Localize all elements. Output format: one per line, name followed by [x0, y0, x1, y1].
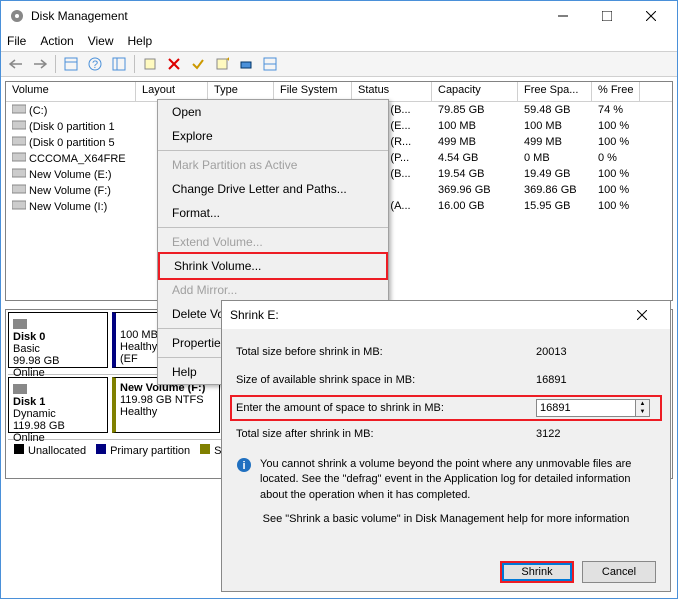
- delete-button[interactable]: [163, 53, 185, 75]
- legend-primary-swatch: [96, 444, 106, 454]
- help-icon[interactable]: ?: [84, 53, 106, 75]
- minimize-button[interactable]: [541, 2, 585, 30]
- titlebar: Disk Management: [1, 1, 677, 31]
- disk-button[interactable]: [235, 53, 257, 75]
- dialog-close-button[interactable]: [622, 310, 662, 320]
- row-amount: Enter the amount of space to shrink in M…: [230, 395, 662, 421]
- check-button[interactable]: [187, 53, 209, 75]
- col-capacity[interactable]: Capacity: [432, 82, 518, 101]
- menu-action[interactable]: Action: [40, 34, 73, 48]
- row-avail: Size of available shrink space in MB: 16…: [236, 367, 656, 393]
- legend-unalloc-swatch: [14, 444, 24, 454]
- new-button[interactable]: ✦: [211, 53, 233, 75]
- spinner[interactable]: ▲▼: [636, 399, 650, 417]
- svg-text:?: ?: [92, 59, 98, 71]
- ctx-extend: Extend Volume...: [158, 230, 388, 254]
- disk1-label[interactable]: Disk 1 Dynamic 119.98 GB Online: [8, 377, 108, 433]
- forward-button[interactable]: [29, 53, 51, 75]
- svg-text:i: i: [242, 460, 245, 472]
- dialog-title: Shrink E:: [230, 308, 622, 322]
- ctx-change[interactable]: Change Drive Letter and Paths...: [158, 177, 388, 201]
- legend-simple-swatch: [200, 444, 210, 454]
- ctx-open[interactable]: Open: [158, 100, 388, 124]
- row-total: Total size before shrink in MB: 20013: [236, 339, 656, 365]
- info-row: i You cannot shrink a volume beyond the …: [236, 457, 656, 503]
- shrink-button-highlight: Shrink: [500, 561, 574, 583]
- view1-button[interactable]: [60, 53, 82, 75]
- disk0-label[interactable]: Disk 0 Basic 99.98 GB Online: [8, 312, 108, 368]
- row-after: Total size after shrink in MB: 3122: [236, 421, 656, 447]
- refresh-button[interactable]: [259, 53, 281, 75]
- col-volume[interactable]: Volume: [6, 82, 136, 101]
- disk1-part1[interactable]: New Volume (F:) 119.98 GB NTFS Healthy: [112, 377, 220, 433]
- info2: See "Shrink a basic volume" in Disk Mana…: [236, 513, 656, 525]
- col-free[interactable]: Free Spa...: [518, 82, 592, 101]
- ctx-shrink[interactable]: Shrink Volume...: [158, 252, 388, 280]
- dialog-titlebar: Shrink E:: [222, 301, 670, 329]
- toolbar: ? ✦: [1, 51, 677, 77]
- close-button[interactable]: [629, 2, 673, 30]
- svg-text:✦: ✦: [225, 57, 229, 66]
- window-title: Disk Management: [31, 9, 541, 23]
- maximize-button[interactable]: [585, 2, 629, 30]
- disk-icon: [13, 384, 27, 394]
- cancel-button[interactable]: Cancel: [582, 561, 656, 583]
- ctx-explore[interactable]: Explore: [158, 124, 388, 148]
- menu-view[interactable]: View: [88, 34, 114, 48]
- ctx-mirror: Add Mirror...: [158, 278, 388, 302]
- menu-file[interactable]: File: [7, 34, 26, 48]
- shrink-button[interactable]: Shrink: [502, 563, 572, 581]
- menu-help[interactable]: Help: [128, 34, 153, 48]
- shrink-dialog: Shrink E: Total size before shrink in MB…: [221, 300, 671, 592]
- menubar: File Action View Help: [1, 31, 677, 51]
- app-icon: [9, 8, 25, 24]
- view2-button[interactable]: [108, 53, 130, 75]
- props-button[interactable]: [139, 53, 161, 75]
- ctx-mark: Mark Partition as Active: [158, 153, 388, 177]
- ctx-format[interactable]: Format...: [158, 201, 388, 225]
- shrink-amount-input[interactable]: [536, 399, 636, 417]
- disk-icon: [13, 319, 27, 329]
- back-button[interactable]: [5, 53, 27, 75]
- col-pct[interactable]: % Free: [592, 82, 640, 101]
- info-icon: i: [236, 457, 252, 473]
